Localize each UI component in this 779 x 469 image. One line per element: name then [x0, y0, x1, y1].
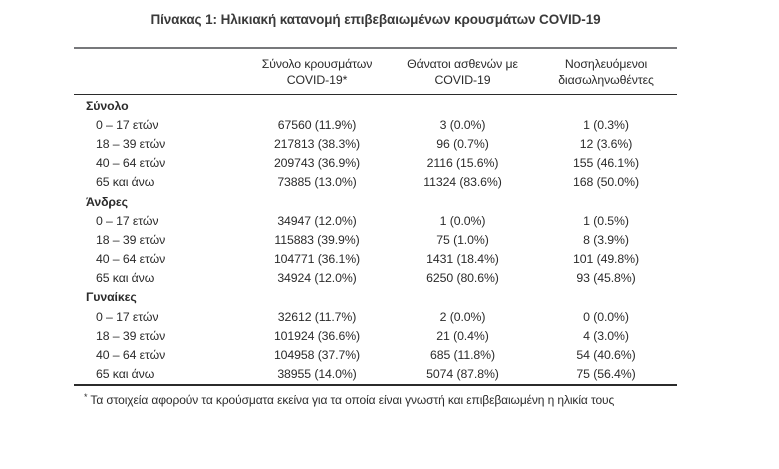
age-label: 18 – 39 ετών	[96, 232, 166, 247]
column-header-line: Σύνολο κρουσμάτων	[261, 57, 373, 71]
column-header-intubated: Νοσηλευόμενοι διασωληνωθέντες	[535, 56, 677, 88]
column-header-deaths: Θάνατοι ασθενών με COVID-19	[390, 56, 535, 88]
intubated-cell: 0 (0.0%)	[583, 309, 629, 324]
table-body: Σύνολο 0 – 17 ετών 67560 (11.9%) 3 (0.0%…	[74, 95, 677, 386]
deaths-cell: 6250 (80.6%)	[426, 271, 499, 286]
intubated-cell: 12 (3.6%)	[579, 136, 633, 151]
table-row: 40 – 64 ετών 104771 (36.1%) 1431 (18.4%)…	[74, 250, 677, 269]
deaths-cell: 2 (0.0%)	[439, 309, 486, 324]
age-label: 0 – 17 ετών	[96, 213, 159, 228]
column-header-line: COVID-19	[434, 73, 491, 87]
deaths-cell: 21 (0.4%)	[436, 328, 489, 343]
empty-header-cell	[74, 56, 244, 88]
cases-cell: 104771 (36.1%)	[273, 252, 361, 267]
cases-cell: 115883 (39.9%)	[274, 232, 360, 247]
intubated-cell: 101 (49.8%)	[573, 252, 639, 267]
section-label: Σύνολο	[86, 98, 129, 113]
deaths-cell: 5074 (87.8%)	[426, 367, 499, 382]
age-label: 40 – 64 ετών	[96, 348, 166, 363]
age-label: 40 – 64 ετών	[96, 252, 166, 267]
cases-cell: 67560 (11.9%)	[277, 117, 357, 132]
intubated-cell: 54 (40.6%)	[576, 348, 636, 363]
deaths-cell: 96 (0.7%)	[436, 136, 489, 151]
table-footnote: * Τα στοιχεία αφορούν τα κρούσματα εκείνα…	[84, 392, 615, 407]
table-row: 18 – 39 ετών 217813 (38.3%) 96 (0.7%) 12…	[74, 134, 677, 153]
section-label: Άνδρες	[86, 194, 128, 209]
intubated-cell: 168 (50.0%)	[573, 175, 639, 190]
intubated-cell: 4 (3.0%)	[583, 328, 629, 343]
intubated-cell: 1 (0.5%)	[583, 213, 629, 228]
age-label: 0 – 17 ετών	[96, 117, 159, 132]
column-header-line: διασωληνωθέντες	[558, 73, 654, 87]
column-header-cases: Σύνολο κρουσμάτων COVID-19*	[244, 56, 390, 88]
table-row: 0 – 17 ετών 32612 (11.7%) 2 (0.0%) 0 (0.…	[74, 307, 677, 326]
age-label: 65 και άνω	[96, 271, 155, 286]
intubated-cell: 93 (45.8%)	[576, 271, 636, 286]
deaths-cell: 75 (1.0%)	[436, 232, 489, 247]
section-header-row: Άνδρες	[74, 192, 677, 211]
table-row: 18 – 39 ετών 115883 (39.9%) 75 (1.0%) 8 …	[74, 230, 677, 249]
deaths-cell: 11324 (83.6%)	[423, 175, 502, 190]
table-row: 0 – 17 ετών 34947 (12.0%) 1 (0.0%) 1 (0.…	[74, 211, 677, 230]
cases-cell: 101924 (36.6%)	[273, 328, 361, 343]
table-row: 40 – 64 ετών 209743 (36.9%) 2116 (15.6%)…	[74, 154, 677, 173]
age-label: 65 και άνω	[96, 367, 155, 382]
deaths-cell: 1431 (18.4%)	[426, 252, 499, 267]
age-label: 40 – 64 ετών	[96, 156, 166, 171]
cases-cell: 73885 (13.0%)	[277, 175, 357, 190]
section-header-row: Σύνολο	[74, 96, 677, 115]
deaths-cell: 2116 (15.6%)	[426, 156, 499, 171]
intubated-cell: 1 (0.3%)	[583, 117, 629, 132]
intubated-cell: 155 (46.1%)	[573, 156, 639, 171]
column-header-line: Θάνατοι ασθενών με	[407, 57, 518, 71]
deaths-cell: 685 (11.8%)	[430, 348, 495, 363]
age-label: 0 – 17 ετών	[96, 309, 159, 324]
table-row: 40 – 64 ετών 104958 (37.7%) 685 (11.8%) …	[74, 345, 677, 364]
table-row: 65 και άνω 34924 (12.0%) 6250 (80.6%) 93…	[74, 269, 677, 288]
cases-cell: 34924 (12.0%)	[277, 271, 357, 286]
deaths-cell: 3 (0.0%)	[439, 117, 486, 132]
table-row: 65 και άνω 38955 (14.0%) 5074 (87.8%) 75…	[74, 365, 677, 384]
section-label: Γυναίκες	[86, 290, 137, 305]
cases-cell: 209743 (36.9%)	[273, 156, 361, 171]
table-header-row: Σύνολο κρουσμάτων COVID-19* Θάνατοι ασθε…	[74, 47, 677, 95]
footnote-text: Τα στοιχεία αφορούν τα κρούσματα εκείνα …	[90, 393, 615, 407]
cases-cell: 217813 (38.3%)	[273, 136, 361, 151]
age-label: 18 – 39 ετών	[96, 328, 166, 343]
table-row: 18 – 39 ετών 101924 (36.6%) 21 (0.4%) 4 …	[74, 326, 677, 345]
cases-cell: 34947 (12.0%)	[277, 213, 357, 228]
cases-cell: 32612 (11.7%)	[277, 309, 357, 324]
table-row: 0 – 17 ετών 67560 (11.9%) 3 (0.0%) 1 (0.…	[74, 115, 677, 134]
covid-age-distribution-table: Σύνολο κρουσμάτων COVID-19* Θάνατοι ασθε…	[74, 47, 677, 386]
section-header-row: Γυναίκες	[74, 288, 677, 307]
footnote-asterisk: *	[84, 392, 88, 402]
deaths-cell: 1 (0.0%)	[439, 213, 486, 228]
cases-cell: 104958 (37.7%)	[273, 348, 361, 363]
age-label: 65 και άνω	[96, 175, 155, 190]
intubated-cell: 8 (3.9%)	[583, 232, 629, 247]
column-header-line: COVID-19*	[286, 73, 348, 87]
age-label: 18 – 39 ετών	[96, 136, 166, 151]
intubated-cell: 75 (56.4%)	[576, 367, 636, 382]
cases-cell: 38955 (14.0%)	[277, 367, 357, 382]
table-row: 65 και άνω 73885 (13.0%) 11324 (83.6%) 1…	[74, 173, 677, 192]
page-title: Πίνακας 1: Ηλικιακή κατανομή επιβεβαιωμέ…	[150, 12, 601, 27]
column-header-line: Νοσηλευόμενοι	[564, 57, 648, 71]
